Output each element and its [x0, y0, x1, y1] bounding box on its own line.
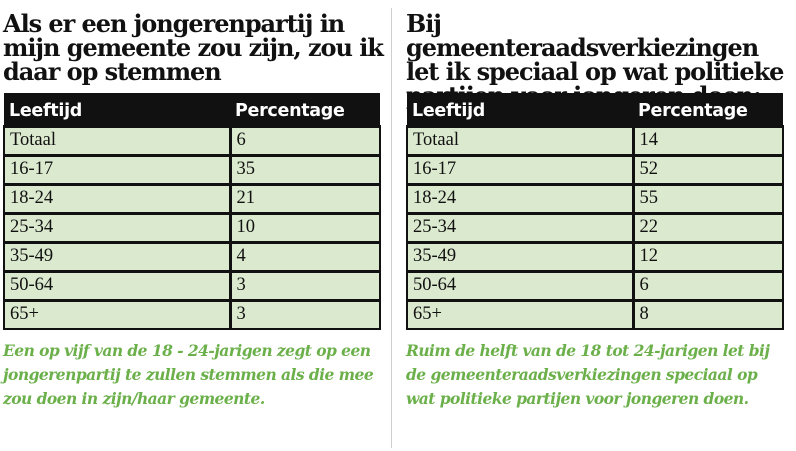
table-row: 16-17 35	[3, 153, 381, 186]
age-cell: 16-17	[406, 153, 635, 186]
table-row: 50-64 6	[406, 269, 784, 302]
table-row: 65+ 3	[3, 298, 381, 330]
age-cell: Totaal	[406, 124, 635, 157]
table-row: 16-17 52	[406, 153, 784, 186]
table-row: 25-34 22	[406, 211, 784, 244]
column-header-percentage: Percentage	[230, 93, 380, 126]
table-row: Totaal 14	[406, 124, 784, 157]
percentage-cell: 12	[631, 240, 784, 273]
table-row: 50-64 3	[3, 269, 381, 302]
age-cell: Totaal	[3, 124, 232, 157]
column-header-age: Leeftijd	[4, 93, 230, 126]
table-row: 18-24 55	[406, 182, 784, 215]
percentage-cell: 6	[228, 124, 381, 157]
table-row: Totaal 6	[3, 124, 381, 157]
left-caption: Een op vijf van de 18 - 24-jarigen zegt …	[3, 341, 374, 408]
column-header-percentage: Percentage	[633, 93, 783, 126]
column-divider	[391, 8, 392, 448]
left-panel-title: Als er een jongerenpartij in mijn gemeen…	[3, 9, 384, 86]
age-cell: 35-49	[3, 240, 232, 273]
age-cell: 18-24	[3, 182, 232, 215]
age-cell: 16-17	[3, 153, 232, 186]
table-header-row: Leeftijd Percentage	[407, 93, 783, 126]
percentage-cell: 21	[228, 182, 381, 215]
percentage-cell: 14	[631, 124, 784, 157]
column-header-age: Leeftijd	[407, 93, 633, 126]
age-cell: 50-64	[3, 269, 232, 302]
right-table: Leeftijd Percentage Totaal 14 16-17 52 1…	[406, 93, 784, 330]
table-row: 35-49 4	[3, 240, 381, 273]
right-panel: Bij gemeenteraadsverkiezingen let ik spe…	[406, 0, 786, 411]
percentage-cell: 6	[631, 269, 784, 302]
percentage-cell: 55	[631, 182, 784, 215]
percentage-cell: 22	[631, 211, 784, 244]
table-row: 25-34 10	[3, 211, 381, 244]
percentage-cell: 4	[228, 240, 381, 273]
age-cell: 25-34	[406, 211, 635, 244]
percentage-cell: 35	[228, 153, 381, 186]
left-panel: Als er een jongerenpartij in mijn gemeen…	[3, 0, 384, 411]
age-cell: 50-64	[406, 269, 635, 302]
age-cell: 25-34	[3, 211, 232, 244]
age-cell: 18-24	[406, 182, 635, 215]
percentage-cell: 3	[228, 298, 381, 330]
percentage-cell: 10	[228, 211, 381, 244]
percentage-cell: 52	[631, 153, 784, 186]
percentage-cell: 3	[228, 269, 381, 302]
table-row: 18-24 21	[3, 182, 381, 215]
age-cell: 65+	[3, 298, 232, 330]
table-header-row: Leeftijd Percentage	[4, 93, 380, 126]
table-row: 65+ 8	[406, 298, 784, 330]
right-panel-title: Bij gemeenteraadsverkiezingen let ik spe…	[406, 9, 784, 110]
table-row: 35-49 12	[406, 240, 784, 273]
left-table: Leeftijd Percentage Totaal 6 16-17 35 18…	[3, 93, 381, 330]
right-caption: Ruim de helft van de 18 tot 24-jarigen l…	[406, 341, 770, 408]
age-cell: 35-49	[406, 240, 635, 273]
percentage-cell: 8	[631, 298, 784, 330]
age-cell: 65+	[406, 298, 635, 330]
